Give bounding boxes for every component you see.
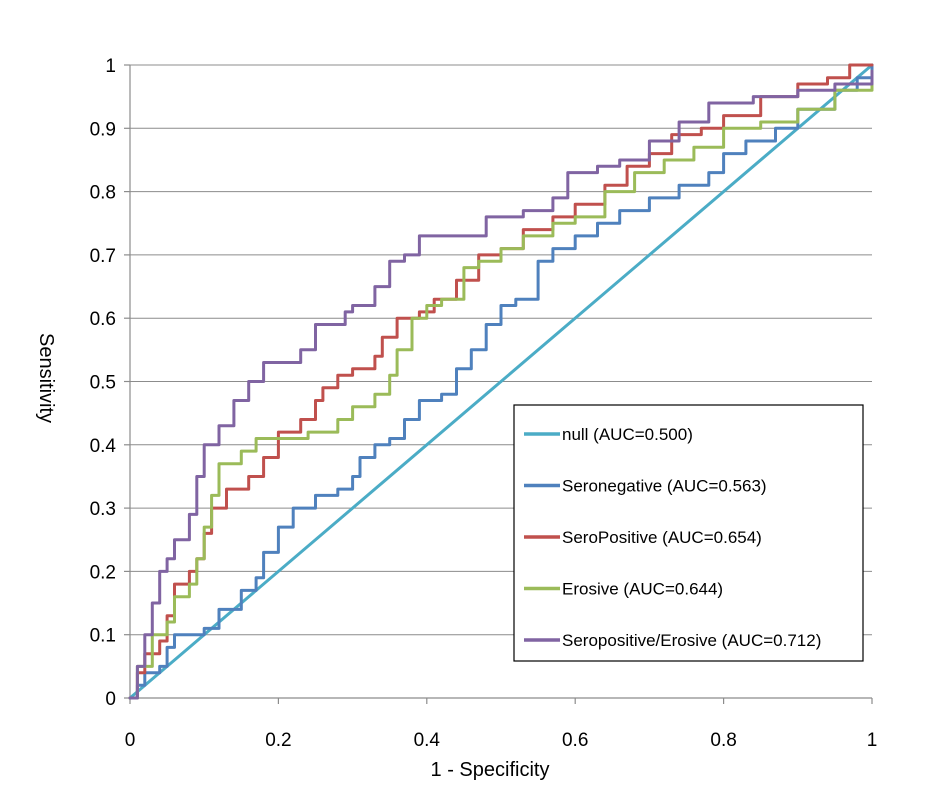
y-axis-title: Sensitivity [35,333,57,423]
y-tick-label: 0.2 [90,562,116,583]
legend-item-null: null (AUC=0.500) [524,425,693,444]
series-line-seropositive-erosive [128,69,874,700]
legend: null (AUC=0.500) Seronegative (AUC=0.563)… [513,404,864,662]
x-tick-label: 0.4 [414,730,441,751]
axes [124,64,873,704]
y-tick-label: 0.4 [90,436,117,457]
y-tick-label: 0.7 [90,246,116,267]
y-tick-label: 0.3 [90,499,116,520]
tick-labels: 0 0.1 0.2 0.3 0.4 0.5 0.6 0.7 0.8 0.9 1 0 0.2 0.4 0.6 0… [90,56,878,751]
legend-box [513,404,864,662]
legend-item-erosive: Erosive (AUC=0.644) [524,580,723,599]
x-tick-label: 0.8 [710,730,736,751]
y-tick-label: 0.1 [90,626,116,647]
y-tick-label: 1 [105,56,116,77]
x-axis-title: 1 - Specificity [431,759,550,781]
x-tick-label: 0 [125,730,136,751]
legend-item-seronegative: Seronegative (AUC=0.563) [524,477,767,496]
series-line-null [128,63,874,700]
legend-label: Seropositive/Erosive (AUC=0.712) [562,631,821,650]
series-line-seronegative [128,63,874,700]
series-lines [128,63,874,700]
legend-label: Seronegative (AUC=0.563) [562,477,767,496]
y-tick-label: 0.5 [90,373,116,394]
legend-label: null (AUC=0.500) [562,425,693,444]
y-tick-label: 0.8 [90,183,116,204]
x-tick-label: 0.6 [562,730,588,751]
y-tick-label: 0.6 [90,309,116,330]
x-tick-label: 1 [867,730,878,751]
legend-item-seropositive: SeroPositive (AUC=0.654) [524,528,762,547]
legend-item-seropositive-erosive: Seropositive/Erosive (AUC=0.712) [524,631,821,650]
y-tick-label: 0 [105,689,116,710]
x-tick-label: 0.2 [265,730,291,751]
y-tick-label: 0.9 [90,119,116,140]
legend-label: Erosive (AUC=0.644) [562,580,723,599]
series-line-erosive [128,69,874,700]
legend-label: SeroPositive (AUC=0.654) [562,528,762,547]
